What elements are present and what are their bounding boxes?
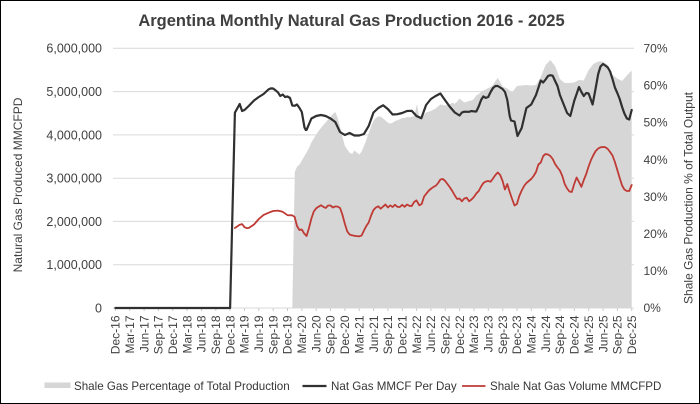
svg-text:Jun-25: Jun-25 [596, 315, 610, 352]
svg-text:0%: 0% [644, 301, 662, 315]
svg-text:Shale Nat Gas Volume MMCFPD: Shale Nat Gas Volume MMCFPD [490, 380, 661, 393]
svg-text:Dec-24: Dec-24 [568, 315, 582, 354]
svg-text:Sep-19: Sep-19 [266, 315, 280, 354]
svg-text:Dec-21: Dec-21 [396, 315, 410, 354]
svg-text:Shale Gas Percentage of Total: Shale Gas Percentage of Total Production [74, 380, 290, 393]
svg-text:Dec-18: Dec-18 [223, 315, 237, 354]
svg-text:Mar-18: Mar-18 [180, 315, 194, 353]
svg-text:20%: 20% [644, 227, 668, 241]
svg-text:40%: 40% [644, 153, 668, 167]
svg-text:Jun-23: Jun-23 [482, 315, 496, 352]
svg-text:Dec-25: Dec-25 [625, 315, 639, 354]
svg-text:0: 0 [95, 301, 102, 315]
svg-text:Mar-24: Mar-24 [525, 315, 539, 353]
svg-text:Sep-17: Sep-17 [152, 315, 166, 354]
svg-text:Mar-22: Mar-22 [410, 315, 424, 353]
svg-text:Argentina Monthly Natural Gas: Argentina Monthly Natural Gas Production… [138, 12, 564, 30]
svg-text:Dec-17: Dec-17 [166, 315, 180, 354]
svg-text:Dec-22: Dec-22 [453, 315, 467, 354]
svg-text:Sep-18: Sep-18 [209, 315, 223, 354]
svg-text:70%: 70% [644, 42, 668, 56]
svg-text:Sep-22: Sep-22 [439, 315, 453, 354]
svg-text:Natural Gas Produced MMCFPD: Natural Gas Produced MMCFPD [11, 97, 25, 272]
svg-text:Sep-23: Sep-23 [496, 315, 510, 354]
svg-text:30%: 30% [644, 190, 668, 204]
svg-text:Mar-23: Mar-23 [467, 315, 481, 353]
svg-text:50%: 50% [644, 116, 668, 130]
svg-text:Mar-19: Mar-19 [238, 315, 252, 353]
svg-text:Dec-20: Dec-20 [338, 315, 352, 354]
svg-text:Shale Gas Production % of Tota: Shale Gas Production % of Total Output [682, 91, 696, 304]
svg-text:Mar-25: Mar-25 [582, 315, 596, 353]
svg-text:6,000,000: 6,000,000 [46, 42, 102, 56]
svg-text:Nat Gas MMCF Per Day: Nat Gas MMCF Per Day [331, 380, 457, 393]
svg-text:Jun-24: Jun-24 [539, 315, 553, 352]
svg-text:1,000,000: 1,000,000 [46, 258, 102, 272]
svg-text:Sep-24: Sep-24 [553, 315, 567, 354]
svg-text:Jun-17: Jun-17 [137, 315, 151, 352]
svg-text:Sep-25: Sep-25 [611, 315, 625, 354]
svg-text:Jun-19: Jun-19 [252, 315, 266, 352]
svg-text:3,000,000: 3,000,000 [46, 172, 102, 186]
svg-text:Dec-19: Dec-19 [281, 315, 295, 354]
svg-text:Sep-21: Sep-21 [381, 315, 395, 354]
svg-text:Jun-20: Jun-20 [309, 315, 323, 352]
svg-text:Mar-20: Mar-20 [295, 315, 309, 353]
svg-text:2,000,000: 2,000,000 [46, 215, 102, 229]
svg-text:Jun-21: Jun-21 [367, 315, 381, 352]
svg-text:Dec-16: Dec-16 [109, 315, 123, 354]
svg-text:Dec-23: Dec-23 [510, 315, 524, 354]
svg-text:60%: 60% [644, 79, 668, 93]
svg-text:Mar-21: Mar-21 [352, 315, 366, 353]
svg-text:5,000,000: 5,000,000 [46, 85, 102, 99]
svg-text:4,000,000: 4,000,000 [46, 128, 102, 142]
svg-text:Mar-17: Mar-17 [123, 315, 137, 353]
svg-text:Jun-18: Jun-18 [195, 315, 209, 352]
svg-text:Jun-22: Jun-22 [424, 315, 438, 352]
svg-text:10%: 10% [644, 264, 668, 278]
svg-text:Sep-20: Sep-20 [324, 315, 338, 354]
